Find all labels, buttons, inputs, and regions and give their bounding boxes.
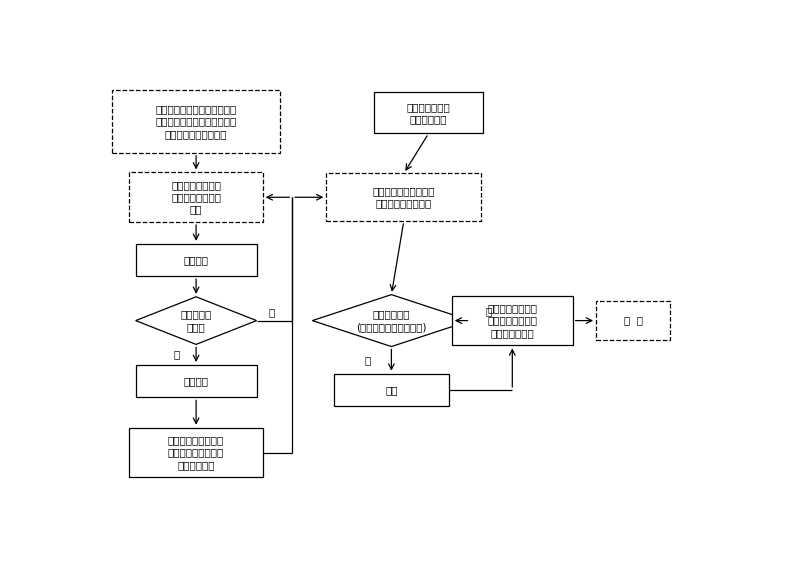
Text: 设定采样频率、采
样次数及保存采样
数据: 设定采样频率、采 样次数及保存采样 数据: [171, 180, 221, 215]
FancyBboxPatch shape: [326, 174, 482, 221]
Text: 报警: 报警: [385, 385, 398, 395]
FancyBboxPatch shape: [452, 296, 573, 346]
Text: 否: 否: [486, 306, 492, 316]
Text: 对采样信号进行小波
去噪、快速傅里叶变
换、频谱分析: 对采样信号进行小波 去噪、快速傅里叶变 换、频谱分析: [168, 435, 224, 470]
FancyBboxPatch shape: [130, 173, 262, 222]
Text: 保存数据: 保存数据: [184, 376, 209, 386]
FancyBboxPatch shape: [130, 428, 262, 478]
Polygon shape: [312, 294, 470, 347]
Text: 提取变压器良好
状态下的数据: 提取变压器良好 状态下的数据: [406, 102, 450, 124]
FancyBboxPatch shape: [334, 374, 449, 406]
Text: 通过传输电缆和电压传感器，
将脉冲信号发生器、分析终端
与被测变压器绕组连接: 通过传输电缆和电压传感器， 将脉冲信号发生器、分析终端 与被测变压器绕组连接: [155, 104, 237, 139]
Polygon shape: [136, 297, 257, 345]
FancyBboxPatch shape: [112, 90, 280, 153]
Text: 建立变压器绕组绝
缘老化和微小形变
分析特征数据库: 建立变压器绕组绝 缘老化和微小形变 分析特征数据库: [487, 303, 538, 338]
Text: 是: 是: [173, 350, 179, 360]
FancyBboxPatch shape: [136, 244, 257, 277]
FancyBboxPatch shape: [374, 92, 483, 133]
Text: 是: 是: [365, 355, 371, 365]
Text: 进行比较，计算并显示
两者一致性相关系数: 进行比较，计算并显示 两者一致性相关系数: [373, 186, 435, 209]
Text: 绕组是否变形
(相关系数小于设定界值): 绕组是否变形 (相关系数小于设定界值): [356, 310, 426, 332]
Text: 结  束: 结 束: [624, 316, 642, 325]
Text: 采集数据: 采集数据: [184, 255, 209, 265]
FancyBboxPatch shape: [136, 365, 257, 397]
FancyBboxPatch shape: [596, 301, 670, 340]
Text: 否: 否: [269, 307, 275, 317]
Text: 是否达到采
样次数: 是否达到采 样次数: [181, 310, 212, 332]
